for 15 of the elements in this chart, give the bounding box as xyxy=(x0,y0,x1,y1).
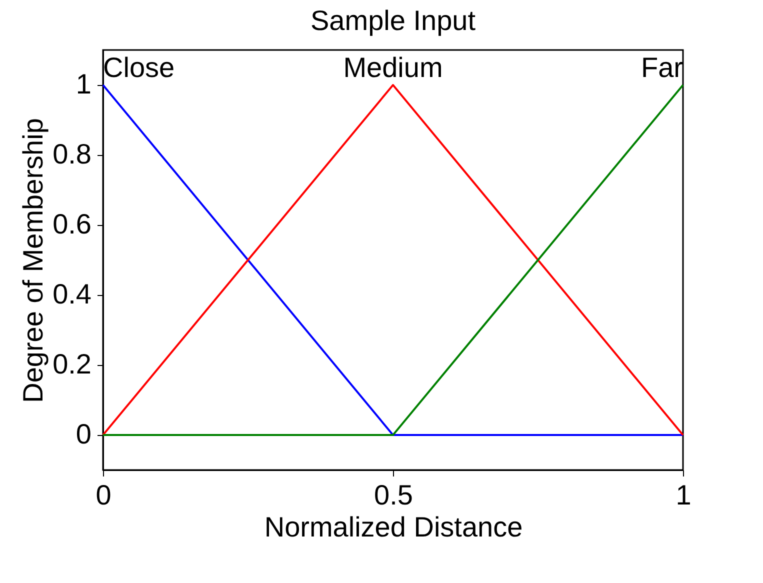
y-tick-label: 0.4 xyxy=(52,278,92,310)
x-tick-label: 0 xyxy=(96,480,112,510)
y-tick-label: 0.6 xyxy=(52,208,92,240)
x-tick-label: 0.5 xyxy=(374,480,413,510)
chart-title: Sample Input xyxy=(310,5,476,36)
y-tick-label: 0 xyxy=(76,418,92,450)
series-label: Medium xyxy=(343,52,443,83)
x-tick-label: 1 xyxy=(676,480,692,510)
y-tick-label: 1 xyxy=(76,68,92,100)
y-tick-label: 0.2 xyxy=(52,348,92,380)
y-tick-label: 0.8 xyxy=(52,138,92,170)
series-label: Far xyxy=(641,52,683,83)
y-axis-title: Degree of Membership xyxy=(18,118,49,403)
x-axis-title: Normalized Distance xyxy=(264,512,523,542)
series-label: Close xyxy=(103,52,175,83)
